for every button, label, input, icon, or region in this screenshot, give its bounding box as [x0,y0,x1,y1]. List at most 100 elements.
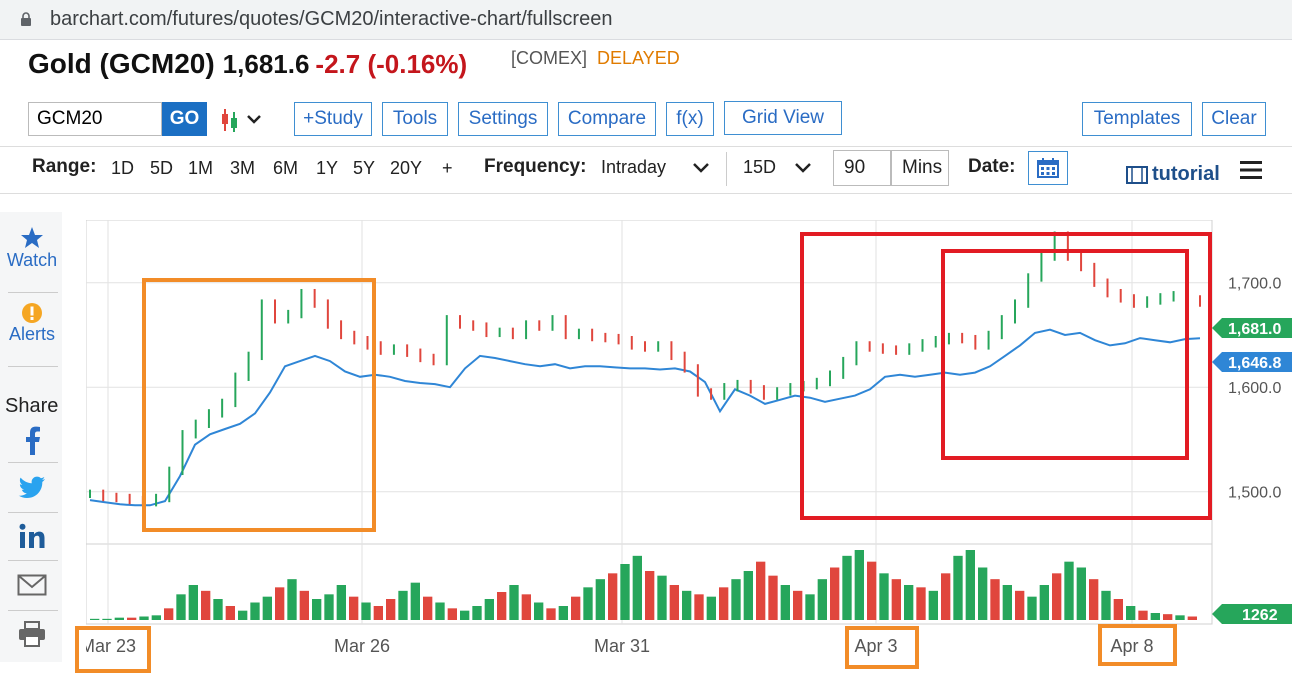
instrument-name: Gold (GCM20) [28,48,215,79]
compare-price-tag-label: 1,646.8 [1228,355,1281,372]
facebook-icon[interactable] [12,420,52,460]
range-1d[interactable]: 1D [111,158,135,178]
volume-bar [694,594,704,620]
range-5d[interactable]: 5D [150,158,174,178]
range-6m[interactable]: 6M [273,158,299,178]
chart-canvas[interactable]: 1,700.0 1,600.0 1,500.0 Mar 23 Mar 26 Mar 31… [80,219,1292,660]
volume-bar [916,587,926,620]
compare-series-line [89,328,1201,507]
volume-bar [1150,613,1160,620]
go-button[interactable]: GO [162,102,207,136]
volume-bar [1187,616,1197,620]
url-text[interactable]: barchart.com/futures/quotes/GCM20/intera… [50,8,613,30]
x-tick-label: Mar 26 [334,636,390,656]
volume-bar [904,585,914,620]
volume-bar [373,606,383,620]
interval-select[interactable]: 15D [743,157,777,177]
volume-bar [398,590,408,620]
range-1m[interactable]: 1M [188,158,214,178]
volume-bar [595,579,605,620]
study-button[interactable]: +Study [294,102,372,136]
linkedin-icon[interactable] [12,516,52,556]
volume-bar [756,561,766,620]
volume-bar [854,550,864,620]
chevron-down-icon[interactable] [692,162,710,174]
volume-bar [460,610,470,620]
volume-bar [114,617,124,620]
y-tick-label: 1,500.0 [1228,485,1281,502]
print-icon[interactable] [12,614,52,654]
volume-bar [1163,614,1173,620]
browser-address-bar[interactable]: barchart.com/futures/quotes/GCM20/intera… [0,0,1292,40]
tutorial-link[interactable]: tutorial [1152,163,1220,185]
email-icon[interactable] [12,565,52,605]
settings-button[interactable]: Settings [458,102,548,136]
watch-label: Watch [6,250,58,270]
range-1y[interactable]: 1Y [316,158,339,178]
range-5y[interactable]: 5Y [353,158,376,178]
volume-bar [225,606,235,620]
volume-bar [990,579,1000,620]
volume-bar [953,555,963,620]
frequency-label: Frequency: [484,156,587,177]
frequency-select[interactable]: Intraday [601,157,667,177]
volume-bar [423,596,433,620]
volume-bar [213,599,223,620]
volume-bar [1027,596,1037,620]
grid-view-button[interactable]: Grid View [724,101,842,135]
alerts-label: Alerts [8,324,55,344]
volume-bar [558,606,568,620]
volume-bar [719,587,729,620]
volume-bar [731,579,741,620]
volume-bar [386,599,396,620]
last-price-tag [1212,318,1292,338]
y-tick-label: 1,700.0 [1228,276,1281,293]
range-toolbar [0,146,1292,194]
volume-bar [805,594,815,620]
range-20y[interactable]: 20Y [390,158,423,178]
templates-button[interactable]: Templates [1082,102,1192,136]
divider [8,610,58,611]
compare-button[interactable]: Compare [558,102,656,136]
alert-icon [22,303,42,323]
volume-bar [176,594,186,620]
fx-button[interactable]: f(x) [666,102,714,136]
volume-bar [410,582,420,620]
volume-bar [928,590,938,620]
volume-bar [151,615,161,620]
range-3m[interactable]: 3M [230,158,256,178]
volume-bar [164,608,174,620]
calendar-icon[interactable] [1028,151,1068,185]
volume-bar [1064,561,1074,620]
volume-bar [127,617,137,620]
symbol-input[interactable] [28,102,162,136]
volume-bar [1113,599,1123,620]
volume-bar [299,590,309,620]
mins-input[interactable]: 90 [833,150,891,186]
y-tick-label: 1,600.0 [1228,380,1281,397]
volume-bar [793,590,803,620]
price-chart[interactable]: 1,700.0 1,600.0 1,500.0 Mar 23 Mar 26 Mar 31… [80,219,1292,660]
twitter-icon[interactable] [12,468,52,508]
x-tick-label: Apr 8 [1110,636,1153,656]
range-custom[interactable]: + [442,158,453,178]
volume-bar [1101,590,1111,620]
tools-button[interactable]: Tools [382,102,448,136]
hamburger-menu-icon[interactable] [1240,160,1262,180]
volume-bar [891,579,901,620]
alerts-button[interactable]: Alerts [4,302,60,345]
volume-bar [830,567,840,620]
clear-button[interactable]: Clear [1202,102,1266,136]
film-icon[interactable] [1126,166,1148,184]
last-price-tag-label: 1,681.0 [1228,321,1281,338]
volume-bar [312,599,322,620]
candlestick-icon[interactable] [220,106,268,134]
volume-bar [435,602,445,620]
exchange-label: [COMEX] [511,48,588,68]
volume-bar [509,585,519,620]
volume-bar [484,599,494,620]
volume-bar [978,567,988,620]
chevron-down-icon[interactable] [794,162,812,174]
watch-button[interactable]: Watch [4,226,60,271]
compare-price-tag [1212,352,1292,372]
